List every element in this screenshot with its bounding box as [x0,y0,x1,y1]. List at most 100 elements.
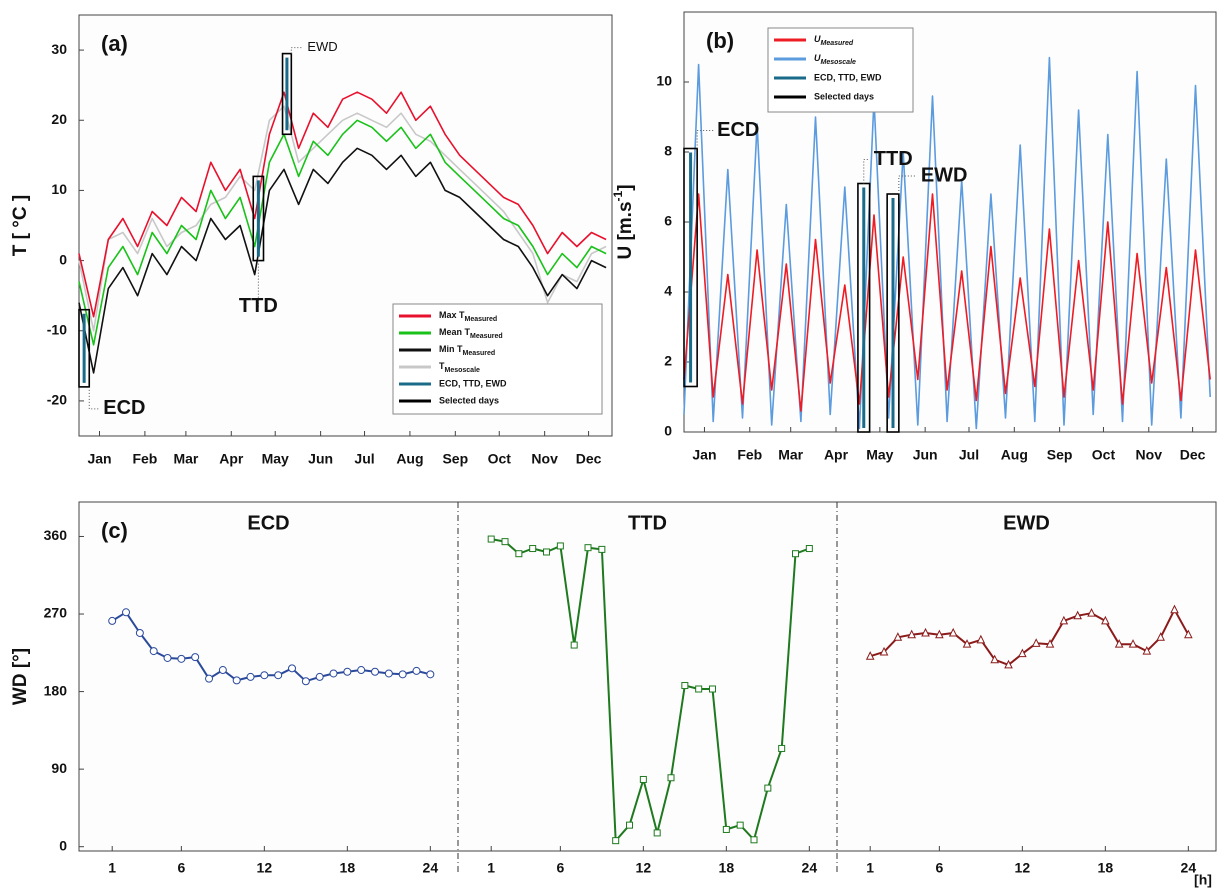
marker [667,774,675,782]
x-tick-label: Mar [173,451,198,467]
y-tick-label: 6 [664,213,672,229]
marker [260,671,269,680]
marker [357,666,366,675]
marker [990,654,999,664]
series-line [78,119,607,346]
marker [1156,632,1165,641]
x-tick-label: Feb [132,451,157,467]
x-tick-label: 18 [719,860,735,876]
legend-label: ECD, TTD, EWD [439,378,507,388]
event-label: TTD [874,148,913,170]
event-label: TTD [239,295,278,317]
x-tick-label: Aug [1001,447,1028,463]
x-tick-label: 12 [636,860,652,876]
x-tick-label: Dec [576,451,602,467]
marker [329,669,338,678]
y-tick-label: 2 [664,353,672,369]
x-tick-label: Mar [778,447,803,463]
marker [343,667,352,676]
legend-label: ECD, TTD, EWD [814,72,882,82]
marker [529,545,537,553]
event-label: EWD [921,164,968,186]
y-tick-label: 360 [44,527,68,543]
y-tick-label: 4 [664,283,672,299]
marker [750,836,758,844]
marker [543,548,551,556]
marker [301,677,310,686]
marker [191,653,200,662]
x-tick-label: Nov [1136,447,1163,463]
legend-label-sub: Mesoscale [821,59,857,66]
legend-label-main: Mean T [439,327,471,337]
marker [1073,610,1082,620]
leader-line [696,130,714,149]
series-line [683,193,1211,412]
marker [1004,659,1013,669]
series-line [78,105,607,332]
x-tick-label: Feb [737,447,762,463]
marker [865,651,875,660]
marker [1184,629,1193,639]
x-tick-label: Jan [692,447,716,463]
x-tick-label: 12 [257,860,273,876]
y-axis-label-end: ] [615,184,636,190]
series-line [78,147,607,374]
marker [501,538,509,546]
y-tick-label: 0 [59,837,67,853]
x-tick-label: 24 [423,860,439,876]
marker [709,685,717,693]
marker [612,837,620,845]
x-tick-label: 1 [108,860,116,876]
marker [288,664,297,673]
x-tick-label: 24 [1181,860,1197,876]
legend-label: Selected days [439,395,499,405]
marker [135,628,144,637]
x-tick-label: 6 [935,860,943,876]
marker [315,672,324,681]
x-tick-label: Jun [913,447,938,463]
x-tick-label: Jun [308,451,333,467]
y-axis-label: WD [°] [10,648,31,705]
legend-label: Mean TMeasured [439,327,503,339]
marker [1170,604,1179,614]
marker [1101,615,1110,625]
facet-title: TTD [628,512,667,534]
marker [976,634,986,644]
marker [893,632,903,641]
y-tick-label: -20 [47,392,67,408]
marker [426,670,435,679]
y-tick-label: 20 [51,111,67,127]
x-tick-label: Aug [396,451,423,467]
legend-label-sub: Measured [470,333,503,340]
legend-label-sub: Measured [465,316,498,323]
legend-label-main: U [814,53,821,63]
marker [1018,648,1027,658]
marker [274,671,283,680]
leader-line [290,47,304,54]
y-tick-label: 270 [44,605,68,621]
leader-line [898,175,917,194]
marker [695,685,703,693]
legend-label: UMesoscale [814,53,856,65]
marker [177,654,186,663]
facet-title: ECD [247,512,289,534]
legend-label-sub: Measured [821,40,854,47]
marker [149,647,158,656]
marker [792,550,800,558]
y-tick-label: 90 [51,760,67,776]
event-label: ECD [103,397,145,419]
x-tick-label: 6 [177,860,185,876]
x-tick-label: Sep [442,451,468,467]
event-label: ECD [717,119,759,141]
x-tick-label: 24 [802,860,818,876]
legend-label: Max TMeasured [439,310,497,322]
selected-day-box [281,52,293,136]
selected-day-box [78,308,91,388]
x-tick-label: Oct [488,451,512,467]
x-axis-label: [h] [1194,872,1212,888]
legend-label-sub: Mesoscale [445,367,481,374]
marker [108,616,117,625]
marker [1128,639,1138,648]
marker [570,641,578,649]
